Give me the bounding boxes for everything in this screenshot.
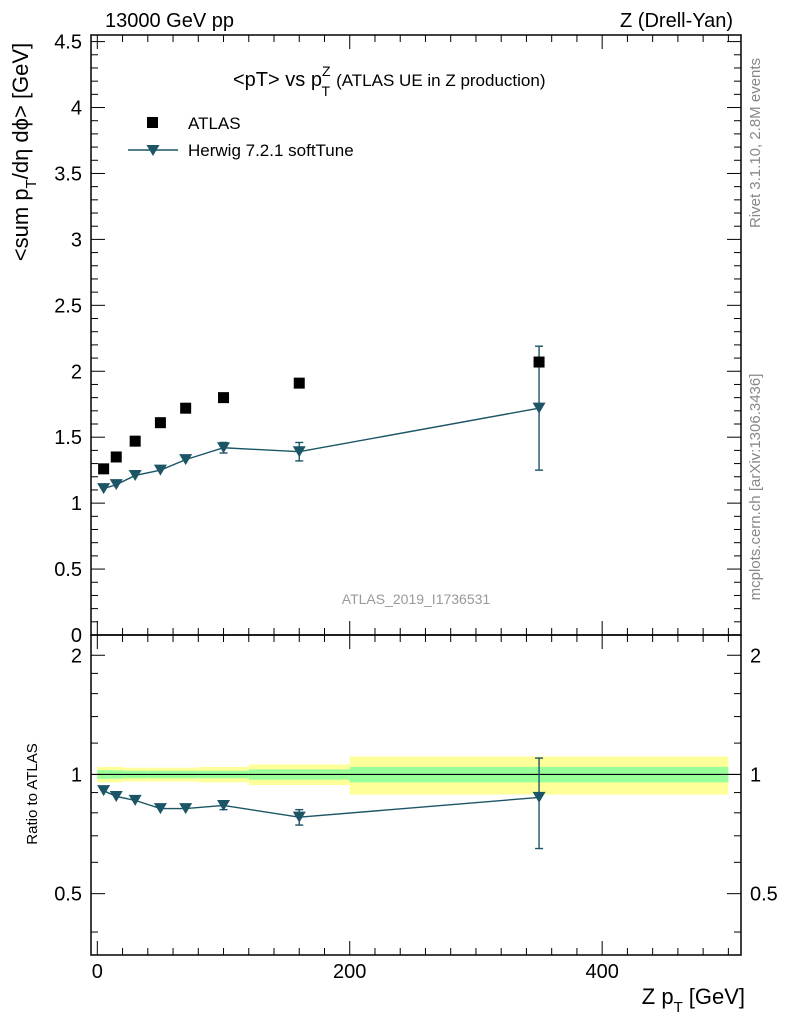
herwig-marker — [217, 442, 231, 454]
herwig-marker — [153, 464, 167, 476]
atlas-series-main — [98, 356, 545, 475]
atlas-marker — [293, 377, 305, 389]
main-axis-ticks — [91, 35, 741, 636]
atlas-marker — [129, 435, 141, 447]
atlas-marker — [180, 402, 192, 414]
herwig-ratio-line — [103, 790, 540, 818]
herwig-marker — [532, 402, 546, 414]
atlas-marker — [154, 417, 166, 429]
main-y-tick-label: 3 — [71, 229, 82, 251]
atlas-marker — [98, 463, 110, 475]
ratio-axis-ticks — [91, 635, 741, 955]
chart-title-sup: Z — [322, 63, 331, 79]
herwig-marker — [128, 469, 142, 481]
x-tick-label: 200 — [333, 961, 366, 983]
atlas-marker — [110, 451, 122, 463]
chart-title: <pT> vs pZ T (ATLAS UE in Z production) — [233, 63, 546, 99]
main-y-tick-label: 2.5 — [54, 295, 82, 317]
ratio-y-tick-label-right: 0.5 — [750, 884, 778, 906]
main-y-tick-label: 3.5 — [54, 163, 82, 185]
x-axis-label: Z pT [GeV] — [642, 984, 745, 1016]
main-y-tick-label: 0.5 — [54, 559, 82, 581]
main-y-tick-label: 4.5 — [54, 32, 82, 54]
main-y-tick-labels: 0 0.5 1 1.5 2 2.5 3 3.5 4 4.5 — [54, 32, 82, 647]
y-axis-label: <sum pT/dη dϕ> [GeV] — [8, 43, 40, 261]
analysis-id: ATLAS_2019_I1736531 — [342, 591, 491, 607]
main-y-tick-label: 0 — [71, 625, 82, 647]
x-tick-labels: 0 200 400 — [92, 961, 619, 983]
x-tick-label: 400 — [585, 961, 618, 983]
main-y-tick-label: 4 — [71, 98, 82, 120]
legend-atlas-label: ATLAS — [188, 114, 241, 133]
herwig-ratio-marker — [217, 799, 231, 811]
main-y-tick-label: 2 — [71, 361, 82, 383]
chart-title-sub: T — [322, 83, 331, 99]
process-label: Z (Drell-Yan) — [620, 10, 733, 32]
herwig-series-main — [97, 345, 546, 495]
herwig-ratio-marker — [128, 794, 142, 806]
herwig-marker — [97, 483, 111, 495]
chart-title-main: <pT> vs p — [233, 69, 322, 91]
herwig-line — [103, 407, 540, 490]
ratio-y-tick-label-right: 2 — [750, 645, 761, 667]
herwig-marker — [109, 479, 123, 491]
atlas-marker — [218, 392, 230, 404]
rivet-label: Rivet 3.1.10, 2.8M events — [747, 58, 764, 228]
herwig-ratio-marker — [153, 803, 167, 815]
herwig-ratio-marker — [179, 803, 193, 815]
legend-herwig-marker — [146, 145, 160, 156]
herwig-ratio-marker — [532, 791, 546, 803]
main-y-tick-label: 1.5 — [54, 427, 82, 449]
ratio-panel-frame — [90, 634, 742, 956]
legend-atlas-marker — [147, 117, 158, 128]
herwig-ratio-marker — [97, 785, 111, 797]
ratio-y-tick-label-left: 0.5 — [54, 884, 82, 906]
main-y-tick-label: 1 — [71, 493, 82, 515]
ratio-uncertainty-bands — [97, 756, 729, 795]
herwig-marker — [179, 454, 193, 466]
x-tick-label: 0 — [92, 961, 103, 983]
herwig-ratio-marker — [109, 790, 123, 802]
herwig-series-ratio — [97, 757, 546, 850]
energy-label: 13000 GeV pp — [105, 10, 234, 32]
mcplots-label: mcplots.cern.ch [arXiv:1306.3436] — [747, 374, 764, 601]
legend-herwig-label: Herwig 7.2.1 softTune — [188, 141, 354, 160]
herwig-marker — [292, 446, 306, 458]
atlas-marker — [533, 356, 545, 368]
ratio-y-axis-label: Ratio to ATLAS — [24, 743, 41, 844]
ratio-y-tick-label-left: 1 — [71, 764, 82, 786]
ratio-y-tick-label-left: 2 — [71, 645, 82, 667]
herwig-ratio-marker — [292, 811, 306, 823]
ratio-y-tick-label-right: 1 — [750, 764, 761, 786]
chart-title-suffix: (ATLAS UE in Z production) — [336, 71, 545, 90]
ratio-y-tick-labels: 0.5 0.5 1 1 2 2 — [54, 645, 778, 905]
